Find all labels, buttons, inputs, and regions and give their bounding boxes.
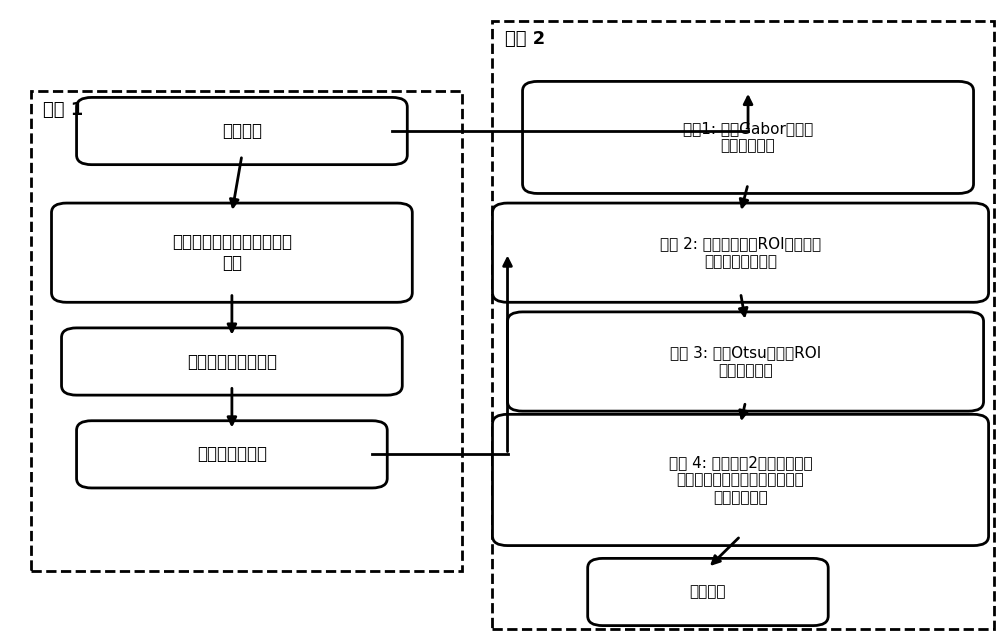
- FancyBboxPatch shape: [51, 203, 412, 302]
- FancyBboxPatch shape: [588, 558, 828, 626]
- Text: 感兴趣区域位置选定: 感兴趣区域位置选定: [187, 352, 277, 370]
- Text: 步骤 2: 曲线拟合获取ROI内每一行
数据灰度极大值点: 步骤 2: 曲线拟合获取ROI内每一行 数据灰度极大值点: [660, 237, 821, 269]
- Text: 步骤 3: 采用Otsu算法对ROI
进行阈值分割: 步骤 3: 采用Otsu算法对ROI 进行阈值分割: [670, 345, 821, 377]
- FancyBboxPatch shape: [508, 312, 984, 411]
- FancyBboxPatch shape: [76, 421, 387, 488]
- FancyBboxPatch shape: [523, 82, 974, 194]
- Text: 步骤1: 利用Gabor滤波获
取方向特征图: 步骤1: 利用Gabor滤波获 取方向特征图: [683, 122, 813, 154]
- Text: 感兴趣区域选定: 感兴趣区域选定: [197, 446, 267, 464]
- Text: 阶段 2: 阶段 2: [505, 30, 545, 48]
- Text: 阶段 1: 阶段 1: [43, 100, 83, 118]
- Text: 步骤 4: 根据步骤2获取的位置信
息。结合聚类算法识别属于接头
轮廓的数据簇: 步骤 4: 根据步骤2获取的位置信 息。结合聚类算法识别属于接头 轮廓的数据簇: [668, 455, 812, 505]
- Text: 原始图像: 原始图像: [222, 122, 262, 140]
- FancyBboxPatch shape: [492, 414, 989, 545]
- Bar: [492, 21, 994, 629]
- FancyBboxPatch shape: [61, 328, 402, 395]
- FancyBboxPatch shape: [76, 98, 407, 165]
- Text: 接头轮廓: 接头轮廓: [689, 584, 727, 599]
- Text: 采用全局最大灰度进行阈值
分割: 采用全局最大灰度进行阈值 分割: [172, 233, 291, 272]
- Bar: [31, 91, 462, 571]
- FancyBboxPatch shape: [492, 203, 989, 302]
